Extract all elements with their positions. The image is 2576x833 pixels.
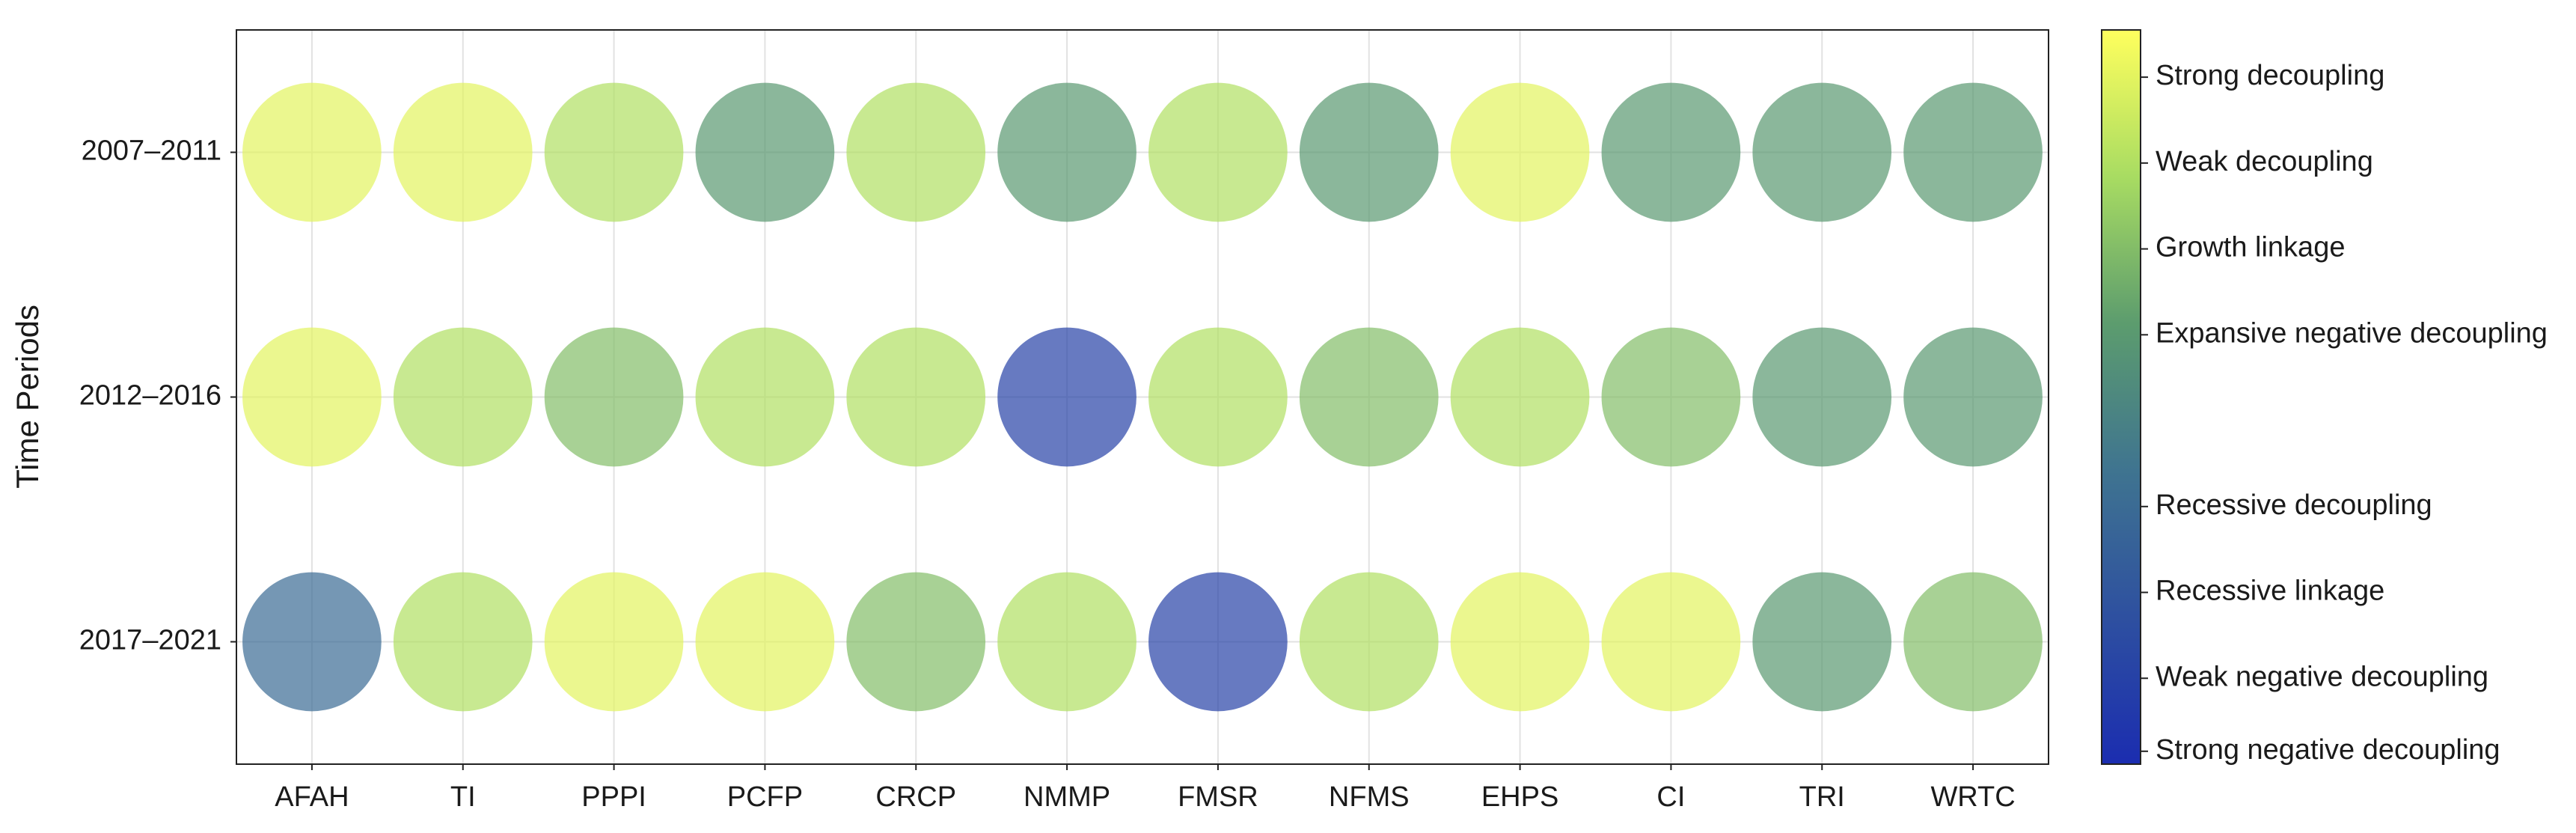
bubble (695, 82, 835, 222)
bubble (695, 327, 835, 467)
bubble (1299, 327, 1439, 467)
colorbar-tick-label: Recessive linkage (2156, 576, 2384, 607)
colorbar-tick-label: Recessive decoupling (2156, 489, 2432, 521)
x-tick-label: PPPI (581, 781, 646, 813)
colorbar-tick-label: Growth linkage (2156, 232, 2345, 263)
bubble (1903, 572, 2043, 712)
x-tick-label: TRI (1799, 781, 1845, 813)
bubble (846, 327, 986, 467)
bubble (1752, 572, 1892, 712)
y-tick-label: 2017–2021 (79, 625, 221, 656)
y-tick-label: 2012–2016 (79, 380, 221, 412)
bubble (1903, 327, 2043, 467)
bubble (997, 572, 1136, 712)
bubble (1148, 82, 1288, 222)
bubble (1148, 327, 1288, 467)
x-tick-label: PCFP (727, 781, 803, 813)
colorbar-tick-label: Strong decoupling (2156, 60, 2384, 91)
y-axis-title: Time Periods (10, 305, 45, 489)
colorbar-tick-label: Weak negative decoupling (2156, 661, 2488, 692)
bubble (1601, 82, 1741, 222)
bubble (1752, 327, 1892, 467)
bubble (1148, 572, 1288, 712)
bubble (242, 572, 382, 712)
bubble (1450, 82, 1590, 222)
bubble (1752, 82, 1892, 222)
x-tick-label: TI (450, 781, 476, 813)
bubble (997, 327, 1136, 467)
x-tick-label: NMMP (1024, 781, 1110, 813)
bubble (1299, 82, 1439, 222)
colorbar-tick-label: Expansive negative decoupling (2156, 317, 2548, 349)
bubble (393, 327, 533, 467)
bubble (1450, 572, 1590, 712)
colorbar-tick-label: Strong negative decoupling (2156, 734, 2500, 766)
bubble (544, 82, 684, 222)
x-tick-label: EHPS (1481, 781, 1558, 813)
x-tick-label: CRCP (875, 781, 956, 813)
bubble (1903, 82, 2043, 222)
y-tick-label: 2007–2011 (82, 135, 221, 167)
bubble (997, 82, 1136, 222)
bubble (1450, 327, 1590, 467)
bubble (393, 82, 533, 222)
bubble (846, 82, 986, 222)
x-tick-label: AFAH (275, 781, 349, 813)
x-tick-label: WRTC (1930, 781, 2015, 813)
x-tick-label: FMSR (1178, 781, 1258, 813)
bubble (846, 572, 986, 712)
bubble (393, 572, 533, 712)
bubble (695, 572, 835, 712)
bubble (544, 572, 684, 712)
bubble (242, 82, 382, 222)
colorbar (2101, 29, 2141, 765)
bubble (1601, 327, 1741, 467)
bubble (1299, 572, 1439, 712)
x-tick-label: NFMS (1329, 781, 1410, 813)
bubble (544, 327, 684, 467)
bubble (1601, 572, 1741, 712)
colorbar-tick-label: Weak decoupling (2156, 146, 2373, 177)
bubble (242, 327, 382, 467)
x-tick-label: CI (1656, 781, 1685, 813)
